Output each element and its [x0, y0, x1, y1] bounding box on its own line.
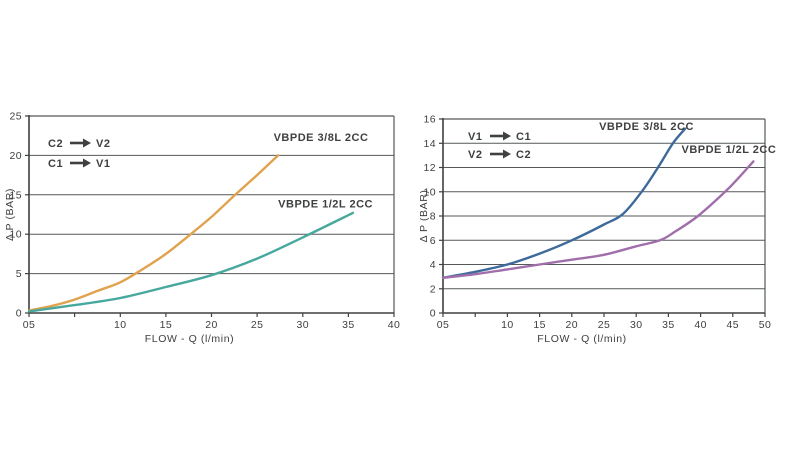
x-tick-label: 40 — [694, 319, 706, 331]
y-axis-title: Δ P (BAR) — [4, 188, 16, 241]
x-tick-label: 10 — [114, 319, 126, 331]
y-tick-label: 2 — [430, 283, 436, 295]
legend-arrow-head-icon — [83, 138, 91, 148]
x-tick-label: 35 — [342, 319, 354, 331]
series-name-label: VBPDE 3/8L 2CC — [274, 132, 369, 144]
series-curve — [27, 211, 355, 313]
y-tick-label: 8 — [430, 211, 436, 223]
legend-from-label: V2 — [468, 149, 482, 161]
y-tick-label: 10 — [10, 229, 22, 241]
x-tick-label: 25 — [598, 319, 610, 331]
legend-arrow-head-icon — [83, 158, 91, 168]
y-tick-label: 5 — [16, 268, 22, 280]
y-tick-label: 10 — [424, 186, 436, 198]
x-tick-label: 25 — [251, 319, 263, 331]
legend-arrow-head-icon — [503, 131, 511, 141]
x-axis-title: FLOW - Q (l/min) — [537, 333, 627, 345]
legend-to-label: C1 — [516, 131, 531, 143]
x-tick-label: 35 — [662, 319, 674, 331]
y-tick-label: 4 — [430, 259, 436, 271]
y-tick-label: 16 — [424, 114, 436, 126]
y-tick-label: 14 — [424, 138, 436, 150]
x-tick-label: 30 — [297, 319, 309, 331]
y-tick-label: 0 — [430, 308, 436, 320]
y-tick-label: 6 — [430, 235, 436, 247]
x-tick-label: 15 — [533, 319, 545, 331]
x-tick-label: 50 — [759, 319, 771, 331]
x-tick-label: 45 — [727, 319, 739, 331]
y-axis-title: Δ P (BAR) — [420, 189, 430, 242]
x-axis-title: FLOW - Q (l/min) — [145, 333, 235, 345]
legend-from-label: V1 — [468, 131, 482, 143]
x-tick-label: 30 — [630, 319, 642, 331]
series-curve — [27, 154, 280, 312]
legend-from-label: C1 — [48, 158, 63, 170]
legend-arrow-head-icon — [503, 149, 511, 159]
x-tick-label: 15 — [160, 319, 172, 331]
y-tick-label: 20 — [10, 150, 22, 162]
y-tick-label: 15 — [10, 189, 22, 201]
legend-from-label: C2 — [48, 138, 63, 150]
series-curve — [441, 160, 755, 279]
x-tick-label: 05 — [23, 319, 35, 331]
y-tick-label: 25 — [10, 111, 22, 123]
x-tick-label: 40 — [388, 319, 400, 331]
series-name-label: VBPDE 1/2L 2CC — [278, 198, 373, 210]
legend-to-label: V2 — [96, 138, 110, 150]
x-tick-label: 05 — [437, 319, 449, 331]
legend-to-label: C2 — [516, 149, 531, 161]
right-chart: 0 2 4 6 8 10 12 14 16 05 10 15 20 25 30 35 40 45 50 FLOW - … — [420, 114, 776, 346]
x-tick-label: 20 — [566, 319, 578, 331]
y-tick-label: 12 — [424, 162, 436, 174]
series-curve — [441, 127, 687, 279]
y-tick-label: 0 — [16, 308, 22, 320]
series-name-label: VBPDE 1/2L 2CC — [681, 144, 776, 156]
x-tick-label: 20 — [205, 319, 217, 331]
x-tick-label: 10 — [501, 319, 513, 331]
series-name-label: VBPDE 3/8L 2CC — [599, 121, 694, 133]
legend-to-label: V1 — [96, 158, 110, 170]
